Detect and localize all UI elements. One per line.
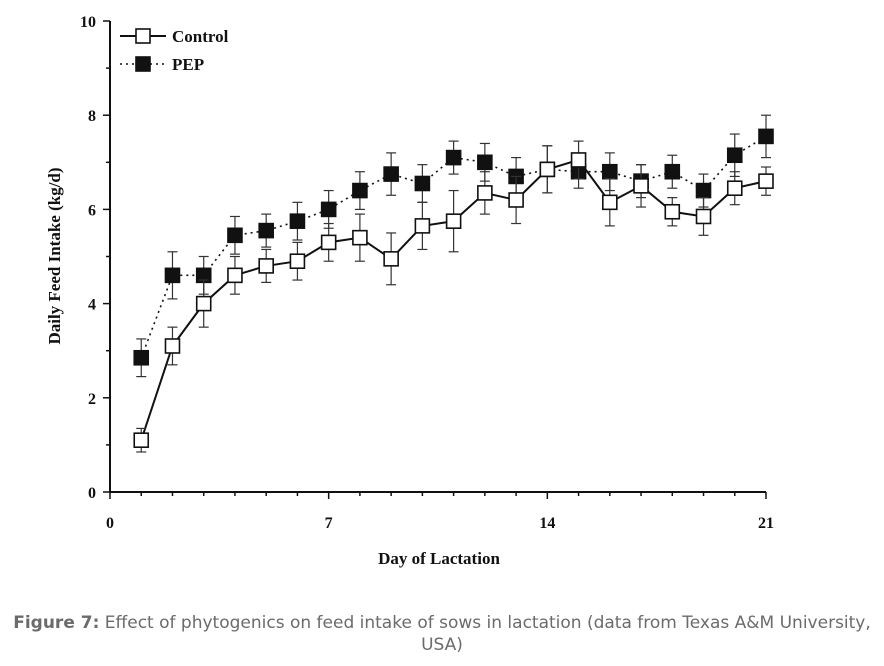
point-pep [695,182,712,199]
y-tick-label: 4 [88,297,96,314]
feed-intake-chart: 0 7 14 21 0 2 4 6 8 10 Control PEP Day of Lactatio… [45,14,774,568]
x-tick-label: 0 [106,515,114,532]
point-control [133,432,150,448]
point-pep [258,222,274,239]
y-axis-label: Daily Feed Intake (kg/d) [45,167,64,344]
point-pep [414,175,431,192]
y-tick-label: 0 [88,485,96,502]
point-control [195,295,212,312]
caption-label: Figure 7: [13,613,100,633]
series-control [133,140,774,453]
point-pep [133,349,150,366]
point-pep [445,149,462,166]
point-control [227,267,243,284]
point-pep [352,182,368,199]
point-pep [477,154,493,171]
point-control [477,185,493,201]
series-line-pep [140,135,767,359]
legend-label-pep: PEP [172,55,204,74]
point-control [445,213,462,229]
y-tick-label: 2 [88,391,96,408]
point-pep [320,201,337,218]
point-control [508,192,524,208]
point-control [602,194,618,211]
point-control [164,338,181,354]
point-control [695,208,712,225]
point-control [758,173,774,189]
legend-label-control: Control [172,27,229,46]
point-pep [383,166,399,182]
x-tick-label: 21 [758,515,774,532]
legend-marker-control [135,28,151,44]
x-axis-label: Day of Lactation [378,549,500,568]
point-control [633,178,649,194]
axes: 0 7 14 21 0 2 4 6 8 10 [80,14,774,532]
x-tick-label: 7 [325,515,333,532]
point-pep [164,267,181,284]
point-pep [602,163,618,180]
point-control [258,258,274,274]
point-pep [664,163,681,180]
figure-caption: Figure 7: Effect of phytogenics on feed … [0,612,884,656]
point-control [289,253,306,270]
point-control [414,218,431,234]
point-control [352,229,368,246]
point-pep [227,227,243,244]
point-control [320,234,337,251]
legend-marker-pep [135,56,151,72]
y-tick-label: 6 [88,202,96,219]
y-tick-label: 8 [88,108,96,125]
series-layer [133,114,774,453]
x-tick-label: 14 [539,515,555,532]
point-pep [726,147,743,164]
point-pep [758,128,774,145]
point-control [383,251,399,267]
legend: Control PEP [120,27,229,74]
point-control [539,161,556,178]
y-tick-label: 10 [80,14,96,31]
point-pep [289,213,306,229]
caption-text: Effect of phytogenics on feed intake of … [99,613,871,655]
point-control [726,180,743,197]
point-control [570,152,587,168]
point-control [664,203,681,220]
